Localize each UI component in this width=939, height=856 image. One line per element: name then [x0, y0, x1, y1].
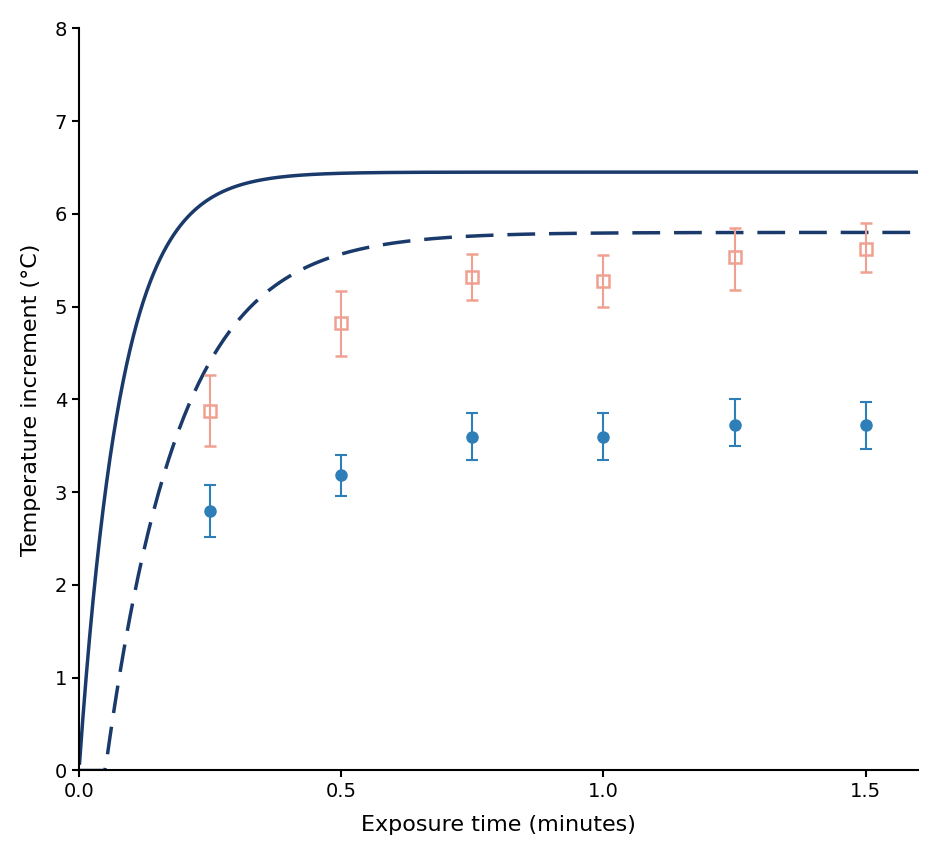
Y-axis label: Temperature increment (°C): Temperature increment (°C) [21, 243, 40, 556]
X-axis label: Exposure time (minutes): Exposure time (minutes) [362, 815, 636, 835]
